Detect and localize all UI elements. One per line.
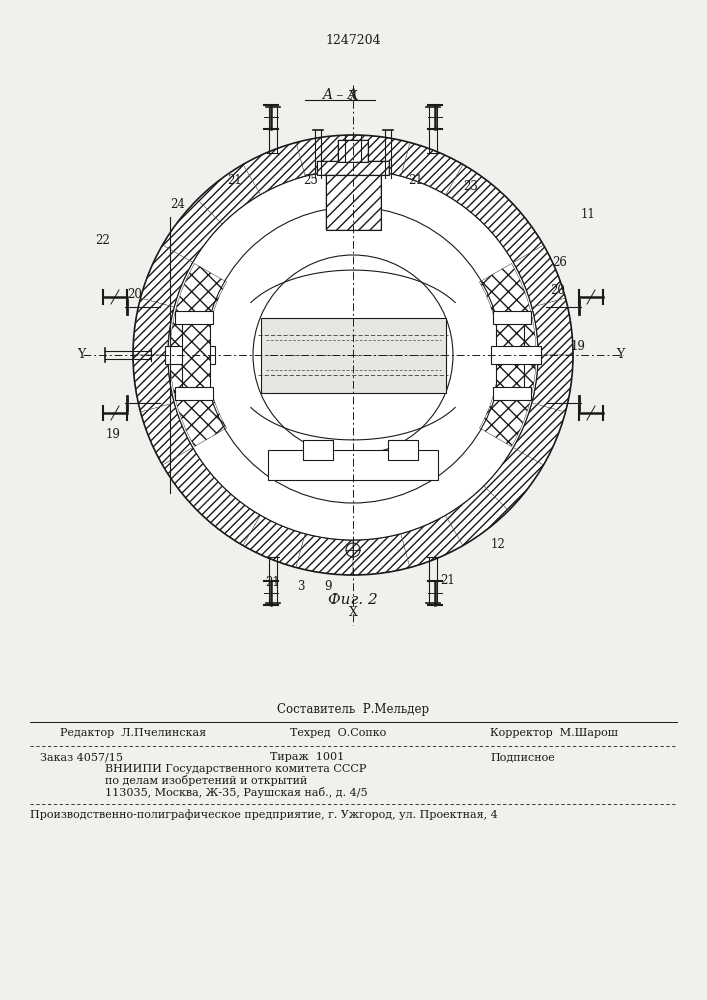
Text: Производственно-полиграфическое предприятие, г. Ужгород, ул. Проектная, 4: Производственно-полиграфическое предприя… [30, 810, 498, 820]
Bar [182, 313, 210, 398]
Bar [317, 161, 389, 175]
Text: 1247204: 1247204 [325, 33, 381, 46]
Wedge shape [170, 263, 226, 446]
Bar [175, 311, 213, 324]
Bar [175, 387, 213, 400]
Bar [303, 440, 333, 460]
Bar [326, 175, 381, 230]
Bar [493, 311, 531, 324]
Bar [493, 387, 531, 400]
Wedge shape [532, 298, 573, 355]
Text: Заказ 4057/15: Заказ 4057/15 [40, 752, 123, 762]
Text: 25: 25 [303, 174, 318, 186]
Text: 20: 20 [127, 288, 142, 302]
Text: Y: Y [77, 349, 85, 361]
Circle shape [168, 170, 538, 540]
Bar [326, 175, 381, 230]
Bar [165, 346, 215, 364]
Wedge shape [243, 515, 305, 568]
Bar [338, 140, 368, 162]
Text: 19: 19 [105, 428, 120, 442]
Circle shape [253, 255, 453, 455]
Text: Фиг. 2: Фиг. 2 [328, 593, 378, 607]
Wedge shape [133, 355, 175, 412]
Wedge shape [532, 355, 573, 412]
Text: 22: 22 [95, 233, 110, 246]
Bar [491, 346, 541, 364]
Bar [268, 450, 438, 480]
Text: 21: 21 [440, 574, 455, 586]
Text: 21: 21 [228, 174, 243, 186]
Text: 23: 23 [464, 180, 479, 194]
Wedge shape [513, 245, 566, 307]
Bar [496, 313, 524, 398]
Text: 21: 21 [266, 576, 281, 589]
Wedge shape [484, 448, 544, 511]
Wedge shape [197, 486, 260, 546]
Wedge shape [133, 298, 175, 355]
Text: 9: 9 [325, 580, 332, 593]
Wedge shape [401, 515, 463, 568]
Wedge shape [197, 164, 260, 224]
Text: Корректор  М.Шарош: Корректор М.Шарош [490, 728, 618, 738]
Text: по делам изобретений и открытий: по делам изобретений и открытий [105, 776, 308, 786]
Wedge shape [513, 403, 566, 465]
Bar [496, 313, 524, 398]
Wedge shape [296, 534, 353, 575]
Text: ВНИИПИ Государственного комитета СССР: ВНИИПИ Государственного комитета СССР [105, 764, 366, 774]
Wedge shape [353, 135, 410, 176]
Wedge shape [296, 135, 353, 176]
Text: Редактор  Л.Пчелинская: Редактор Л.Пчелинская [60, 728, 206, 738]
Bar [317, 161, 389, 175]
Text: Y: Y [616, 349, 624, 361]
Wedge shape [163, 448, 222, 511]
Wedge shape [243, 142, 305, 195]
Text: 20: 20 [551, 284, 566, 296]
Wedge shape [401, 142, 463, 195]
Text: 19: 19 [571, 340, 585, 354]
Text: 24: 24 [170, 198, 185, 212]
Wedge shape [445, 486, 508, 546]
Text: 12: 12 [491, 538, 506, 552]
Text: 3: 3 [297, 580, 305, 593]
Wedge shape [141, 403, 193, 465]
Wedge shape [484, 199, 544, 262]
Text: Составитель  Р.Мельдер: Составитель Р.Мельдер [277, 704, 429, 716]
Text: 113035, Москва, Ж-35, Раушская наб., д. 4/5: 113035, Москва, Ж-35, Раушская наб., д. … [105, 788, 368, 798]
Wedge shape [479, 263, 536, 446]
Wedge shape [163, 199, 222, 262]
Bar [261, 318, 446, 393]
Text: 11: 11 [580, 209, 595, 222]
Bar [182, 313, 210, 398]
Bar [338, 140, 368, 162]
Wedge shape [141, 245, 193, 307]
Wedge shape [445, 164, 508, 224]
Text: 21: 21 [409, 174, 423, 186]
Bar [388, 440, 418, 460]
Text: 26: 26 [553, 256, 568, 269]
Text: X: X [349, 91, 358, 104]
Text: Тираж  1001: Тираж 1001 [270, 752, 344, 762]
Text: A – A: A – A [322, 88, 358, 102]
Text: X: X [349, 606, 358, 619]
Text: Техред  О.Сопко: Техред О.Сопко [290, 728, 386, 738]
Text: Подписное: Подписное [490, 752, 555, 762]
Wedge shape [353, 534, 410, 575]
